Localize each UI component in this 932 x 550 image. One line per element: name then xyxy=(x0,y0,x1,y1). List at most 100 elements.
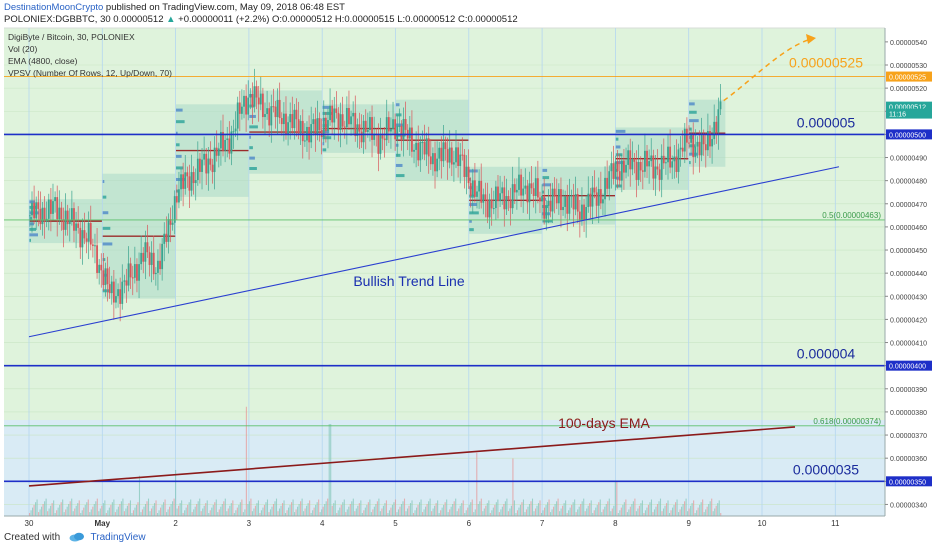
candle-body xyxy=(266,108,268,115)
date-tick-label: 6 xyxy=(467,519,472,528)
volume-bar xyxy=(569,507,571,516)
volume-bar xyxy=(297,506,299,516)
candle-body xyxy=(108,284,111,294)
candle-body xyxy=(41,207,44,225)
candle-body xyxy=(486,200,489,218)
candle-body xyxy=(79,227,82,248)
volume-bar xyxy=(638,505,640,516)
volume-profile-row xyxy=(175,120,185,124)
volume-bar xyxy=(440,510,442,516)
volume-bar xyxy=(662,508,665,516)
volume-bar xyxy=(656,504,659,516)
volume-bar xyxy=(223,501,225,516)
candle-body xyxy=(234,128,237,132)
candle-body xyxy=(526,185,529,203)
volume-bar xyxy=(566,513,568,516)
candle-body xyxy=(425,138,428,155)
candle-body xyxy=(56,197,59,220)
author-link[interactable]: DestinationMoonCrypto xyxy=(4,2,104,13)
candle-body xyxy=(417,142,420,161)
candle-body xyxy=(696,141,699,147)
volume-bar xyxy=(324,504,326,516)
candle-body xyxy=(482,194,485,203)
candle-body xyxy=(686,128,688,143)
indicator-ema[interactable]: EMA (4800, close) xyxy=(8,56,78,66)
candle-body xyxy=(532,188,535,197)
volume-bar xyxy=(217,512,219,516)
volume-bar xyxy=(42,504,44,516)
volume-profile-row xyxy=(615,184,622,188)
candle-body xyxy=(238,102,241,114)
candle-body xyxy=(408,127,411,139)
volume-bar xyxy=(227,508,229,516)
volume-bar xyxy=(269,509,272,516)
volume-bar xyxy=(239,502,241,516)
volume-bar xyxy=(129,500,131,516)
candle-body xyxy=(679,147,682,150)
candle-body xyxy=(688,142,690,144)
candle-body xyxy=(117,289,119,297)
candle-body xyxy=(602,199,604,204)
volume-bar xyxy=(56,510,58,516)
volume-bar xyxy=(211,507,213,516)
price-tick-label: 0.00000340 xyxy=(890,502,927,509)
candle-body xyxy=(463,154,466,177)
volume-bar xyxy=(194,506,196,516)
volume-bar xyxy=(84,504,86,516)
volume-bar xyxy=(503,504,505,516)
candle-body xyxy=(704,144,707,151)
volume-bar xyxy=(565,500,567,516)
indicator-symbol[interactable]: DigiByte / Bitcoin, 30, POLONIEX xyxy=(8,32,135,42)
level-label: 0.000004 xyxy=(797,346,856,362)
volume-bar xyxy=(325,501,327,516)
price-tick-label: 0.00000360 xyxy=(890,456,927,463)
volume-bar xyxy=(449,509,451,516)
volume-profile-row xyxy=(395,174,405,178)
volume-bar xyxy=(644,510,646,516)
candle-body xyxy=(606,177,609,189)
candle-body xyxy=(383,138,386,141)
tradingview-link[interactable]: TradingView xyxy=(90,532,146,543)
volume-bar xyxy=(224,498,226,516)
price-tick-label: 0.00000490 xyxy=(890,156,927,163)
volume-bar xyxy=(506,498,508,516)
candle-body xyxy=(568,196,571,214)
candle-body xyxy=(413,149,415,152)
price-marker-label: 0.00000500 xyxy=(889,132,926,139)
volume-bar xyxy=(178,505,180,516)
volume-bar xyxy=(426,504,428,516)
indicator-volume[interactable]: Vol (20) xyxy=(8,44,38,54)
volume-bar xyxy=(334,500,336,516)
volume-bar xyxy=(391,504,394,516)
volume-bar xyxy=(572,502,574,516)
volume-bar xyxy=(233,513,235,516)
volume-bar xyxy=(668,513,671,516)
candle-body xyxy=(461,154,464,156)
volume-bar xyxy=(432,508,434,516)
volume-bar xyxy=(336,513,338,516)
volume-bar xyxy=(161,504,163,516)
candle-body xyxy=(180,174,182,190)
volume-bar xyxy=(354,511,356,516)
candle-body xyxy=(366,129,369,132)
candle-body xyxy=(492,208,495,210)
volume-bar xyxy=(473,512,475,516)
volume-bar xyxy=(196,504,198,516)
indicator-vpsv[interactable]: VPSV (Number Of Rows, 12, Up/Down, 70) xyxy=(8,68,172,78)
volume-bar xyxy=(480,498,482,516)
candle-body xyxy=(184,172,187,189)
volume-bar xyxy=(205,503,207,516)
volume-bar xyxy=(628,509,630,516)
volume-bar xyxy=(369,499,371,516)
candle-body xyxy=(379,135,382,154)
volume-bar xyxy=(684,501,686,516)
volume-profile-row xyxy=(615,145,621,149)
volume-bar xyxy=(32,507,34,516)
candle-body xyxy=(612,163,615,179)
candle-body xyxy=(650,155,653,162)
volume-bar xyxy=(291,502,293,516)
candle-body xyxy=(656,166,659,170)
volume-profile-row xyxy=(102,195,107,199)
volume-bar xyxy=(459,505,461,516)
